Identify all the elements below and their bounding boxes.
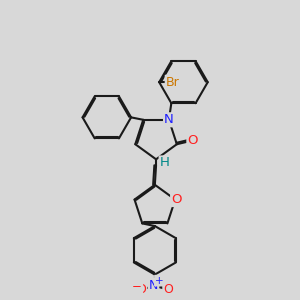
Text: O: O	[188, 134, 198, 147]
Text: +: +	[155, 276, 164, 286]
Text: O: O	[136, 284, 146, 296]
Text: N: N	[149, 279, 158, 292]
Text: O: O	[171, 193, 181, 206]
Text: N: N	[164, 113, 174, 126]
Text: H: H	[160, 156, 170, 170]
Text: Br: Br	[166, 76, 179, 89]
Text: −: −	[132, 280, 142, 293]
Text: O: O	[163, 284, 173, 296]
